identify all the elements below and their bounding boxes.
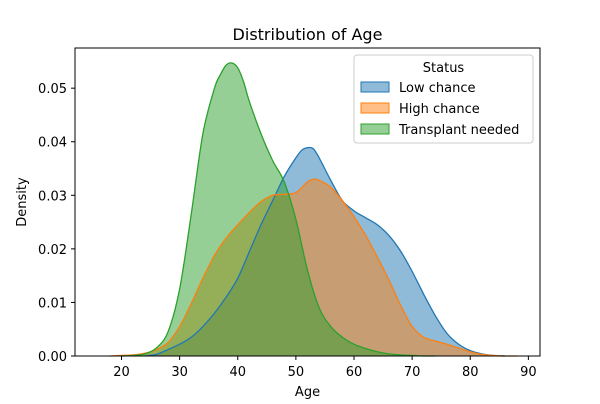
legend-frame [353, 54, 534, 144]
area-transplant-needed [121, 62, 436, 356]
y-tick-label-4: 0.04 [38, 136, 67, 151]
x-axis-label: Age [295, 385, 320, 400]
density-areas [109, 62, 517, 356]
legend-title: Status [423, 61, 465, 76]
legend-swatch-high-chance [360, 102, 390, 114]
x-tick-label-20: 20 [113, 365, 130, 380]
legend-swatch-transplant-needed [360, 123, 390, 135]
x-tick-label-90: 90 [520, 365, 537, 380]
legend-swatch-low-chance [360, 81, 390, 93]
x-tick-label-70: 70 [404, 365, 421, 380]
x-axis-ticks: 20 30 40 50 60 70 80 90 [113, 356, 537, 380]
legend-label-transplant-needed: Transplant needed [398, 123, 519, 138]
density-lines [109, 62, 517, 357]
y-axis-ticks: 0.00 0.01 0.02 0.03 0.04 0.05 [38, 82, 75, 365]
legend-items: Low chance High chance Transplant needed [360, 81, 519, 138]
x-tick-label-30: 30 [171, 365, 188, 380]
y-axis-label: Density [15, 177, 30, 227]
plot-frame [74, 47, 541, 357]
x-tick-label-40: 40 [229, 365, 246, 380]
chart-title: Distribution of Age [233, 25, 383, 44]
chart-legend: Status Low chance High chance Transplant n… [353, 54, 534, 144]
x-tick-label-60: 60 [346, 365, 363, 380]
legend-label-high-chance: High chance [399, 102, 480, 117]
y-tick-label-1: 0.01 [38, 296, 67, 311]
x-tick-label-50: 50 [288, 365, 305, 380]
legend-label-low-chance: Low chance [399, 81, 475, 96]
line-low-chance [144, 146, 506, 357]
y-tick-label-0: 0.00 [38, 350, 67, 365]
line-transplant-needed [121, 62, 436, 357]
y-tick-label-3: 0.03 [38, 189, 67, 204]
y-tick-label-5: 0.05 [38, 82, 67, 97]
x-tick-label-80: 80 [462, 365, 479, 380]
line-high-chance [109, 178, 517, 357]
y-tick-label-2: 0.02 [38, 243, 67, 258]
